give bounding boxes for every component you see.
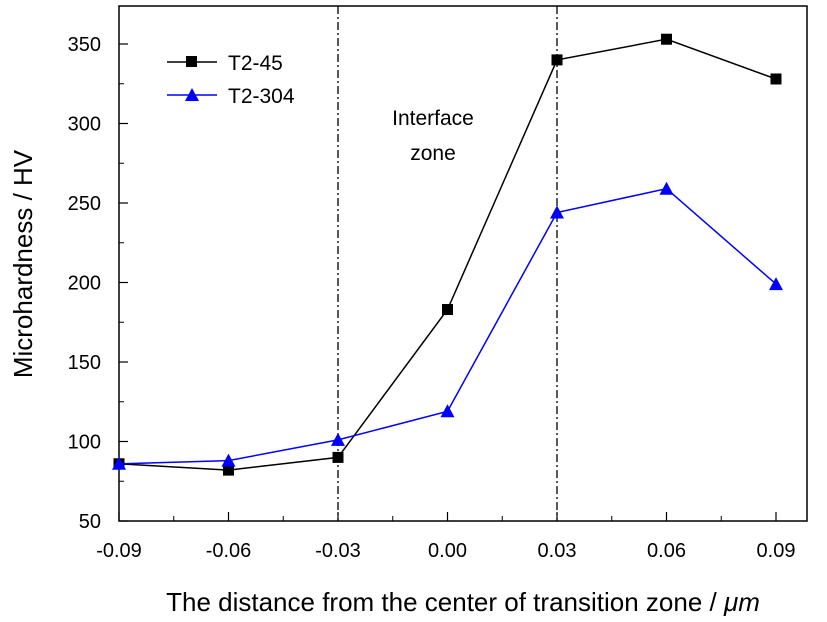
annotation: Interface zone xyxy=(392,107,474,165)
data-point-t2-45 xyxy=(332,451,344,463)
data-point-t2-304 xyxy=(112,456,126,470)
y-tick-label: 200 xyxy=(68,273,101,295)
data-point-t2-45 xyxy=(223,464,234,476)
interface-boundary-lines xyxy=(337,6,558,521)
legend-entry-t2-304: T2-304 xyxy=(167,85,295,108)
data-point-t2-304 xyxy=(221,453,236,467)
x-axis-label: The distance from the center of transiti… xyxy=(166,587,760,617)
data-point-t2-304 xyxy=(440,404,455,418)
x-tick-label: -0.09 xyxy=(96,540,142,562)
series-layer xyxy=(112,33,783,476)
y-tick-label: 300 xyxy=(68,114,101,136)
y-tick-label: 100 xyxy=(68,432,101,454)
x-axis-label-text: The distance from the center of transiti… xyxy=(166,587,724,617)
y-tick-label: 250 xyxy=(68,193,101,215)
x-tick-label: 0.00 xyxy=(428,540,467,562)
y-tick-label: 350 xyxy=(68,34,101,56)
data-point-t2-45 xyxy=(551,54,563,66)
plot-frame xyxy=(118,5,808,522)
x-tick-label: 0.06 xyxy=(647,540,686,562)
y-tick-label: 150 xyxy=(68,352,101,374)
data-point-t2-45 xyxy=(661,33,672,45)
series-t2-304 xyxy=(112,181,783,470)
data-point-t2-304 xyxy=(769,277,783,291)
x-tick-label: -0.03 xyxy=(315,540,361,562)
annotation-line-2: zone xyxy=(410,142,456,165)
legend-entry-t2-45: T2-45 xyxy=(167,52,283,75)
legend-label-t2-45: T2-45 xyxy=(228,52,283,75)
x-tick-label: -0.06 xyxy=(206,540,252,562)
legend-marker-triangle xyxy=(185,88,199,101)
data-point-t2-304 xyxy=(659,181,674,195)
legend-marker-square xyxy=(186,56,197,67)
data-point-t2-304 xyxy=(550,205,564,219)
legend: T2-45 T2-304 xyxy=(167,52,295,108)
data-point-t2-45 xyxy=(770,73,782,85)
plot-area xyxy=(118,5,808,522)
x-axis-ticks: -0.09 -0.06 -0.03 0.00 0.03 0.06 0.09 xyxy=(96,512,795,562)
y-axis-label: Microhardness / HV xyxy=(8,149,38,378)
data-point-t2-304 xyxy=(331,432,345,446)
legend-label-t2-304: T2-304 xyxy=(228,85,295,108)
data-point-t2-45 xyxy=(442,304,453,316)
x-tick-label: 0.03 xyxy=(538,540,577,562)
x-axis-label-unit: μm xyxy=(723,587,760,617)
annotation-line-1: Interface xyxy=(392,107,474,130)
y-tick-label: 50 xyxy=(79,511,101,533)
series-line-t2-304 xyxy=(118,187,777,465)
x-tick-label: 0.09 xyxy=(757,540,796,562)
y-axis-ticks: 50 100 150 200 250 300 350 xyxy=(68,34,128,533)
